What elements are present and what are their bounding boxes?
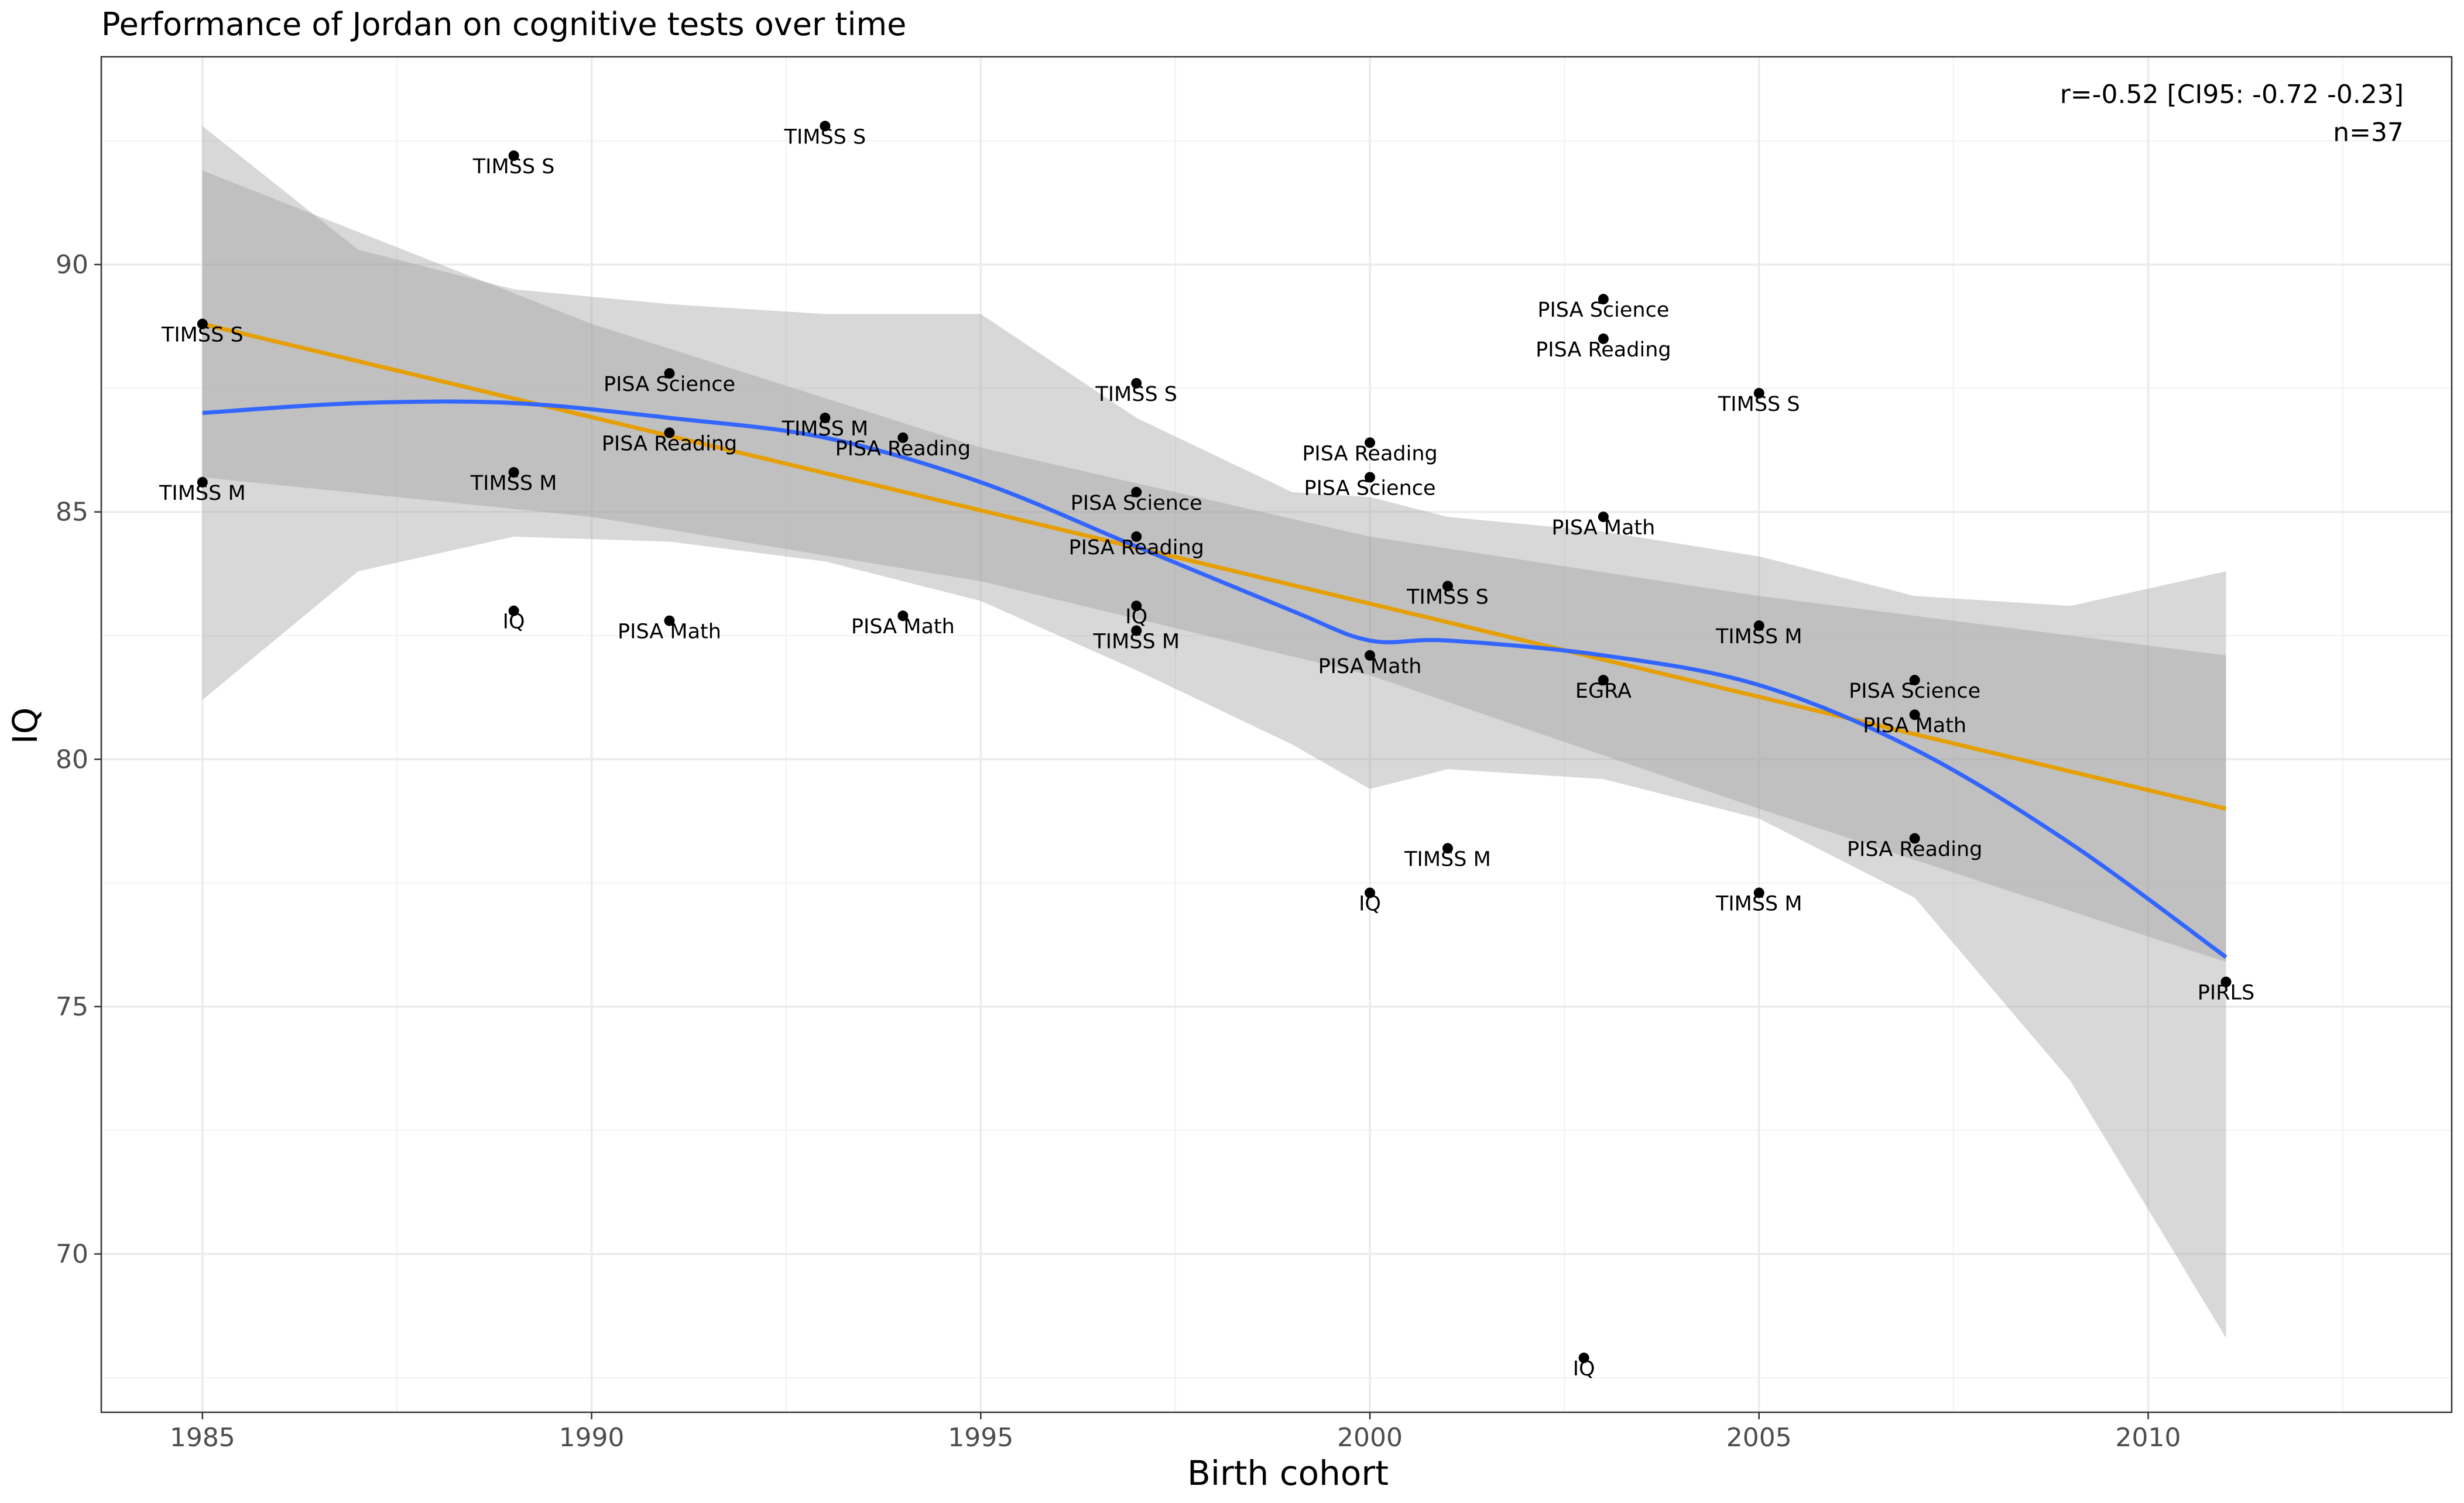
panel-background bbox=[101, 57, 2452, 1412]
data-point-label: PISA Science bbox=[1537, 298, 1669, 322]
data-point-label: PISA Math bbox=[1863, 714, 1966, 737]
correlation-annotation: r=-0.52 [CI95: -0.72 -0.23] bbox=[2060, 80, 2404, 109]
panel-border bbox=[100, 56, 2453, 1413]
data-point bbox=[1365, 472, 1376, 483]
y-tick-label: 70 bbox=[56, 1240, 88, 1269]
data-point bbox=[197, 476, 208, 488]
y-tick-label: 90 bbox=[56, 250, 88, 280]
major-grid bbox=[101, 57, 2452, 1412]
data-point-label: PISA Science bbox=[604, 373, 735, 396]
data-point bbox=[1598, 675, 1609, 686]
data-point-label: PISA Science bbox=[1304, 476, 1436, 500]
data-point bbox=[1578, 1353, 1589, 1364]
y-tick-label: 75 bbox=[56, 992, 88, 1022]
data-point-label: PISA Reading bbox=[1068, 536, 1204, 560]
y-axis: 70 75 80 85 90 bbox=[56, 250, 101, 1269]
x-tick-label: 2000 bbox=[1337, 1423, 1403, 1453]
data-points bbox=[197, 121, 2232, 1364]
data-point bbox=[1365, 650, 1376, 661]
data-point-label: TIMSS S bbox=[1718, 393, 1800, 416]
data-point-label: TIMSS S bbox=[784, 125, 866, 149]
data-point bbox=[664, 427, 675, 438]
data-point-label: PIRLS bbox=[2198, 982, 2254, 1005]
data-point bbox=[1442, 581, 1453, 592]
data-point bbox=[1131, 625, 1142, 636]
data-point bbox=[897, 610, 909, 622]
data-point-label: TIMSS S bbox=[1406, 585, 1489, 609]
data-point-label: TIMSS M bbox=[782, 417, 869, 441]
data-point-label: TIMSS M bbox=[1092, 630, 1180, 653]
sample-size-annotation: n=37 bbox=[2333, 118, 2404, 147]
data-point bbox=[1131, 486, 1142, 497]
data-point-label: EGRA bbox=[1575, 680, 1632, 703]
data-point-label: PISA Reading bbox=[1302, 442, 1437, 465]
data-point-label: PISA Reading bbox=[1536, 338, 1671, 362]
fit-lines bbox=[202, 322, 2227, 959]
data-point-label: TIMSS M bbox=[1715, 892, 1802, 915]
x-tick-label: 1995 bbox=[948, 1423, 1013, 1453]
y-tick-label: 80 bbox=[56, 744, 88, 774]
chart-title: Performance of Jordan on cognitive tests… bbox=[101, 6, 906, 43]
data-point-label: TIMSS M bbox=[1715, 625, 1802, 648]
data-point-label: TIMSS S bbox=[161, 323, 244, 346]
x-tick-label: 1985 bbox=[170, 1423, 235, 1453]
data-point bbox=[1753, 387, 1764, 399]
data-point-label: PISA Science bbox=[1071, 492, 1202, 515]
data-point bbox=[1365, 887, 1376, 898]
data-point bbox=[1753, 620, 1764, 632]
data-point bbox=[2220, 976, 2232, 987]
data-point bbox=[1442, 843, 1453, 854]
data-point-label: TIMSS M bbox=[1404, 847, 1491, 871]
data-point bbox=[1131, 531, 1142, 542]
data-point-label: TIMSS S bbox=[1095, 383, 1177, 406]
data-point bbox=[820, 121, 831, 132]
data-point bbox=[1909, 675, 1920, 686]
x-axis-title: Birth cohort bbox=[1187, 1453, 1389, 1493]
x-axis: 1985 1990 1995 2000 2005 2010 bbox=[170, 1412, 2181, 1453]
y-tick-label: 85 bbox=[56, 497, 88, 527]
data-point bbox=[897, 432, 909, 443]
data-point-label: IQ bbox=[1359, 892, 1381, 915]
data-point bbox=[1753, 887, 1764, 898]
loess-confidence-band bbox=[202, 126, 2226, 1339]
data-point-label: PISA Reading bbox=[835, 437, 971, 461]
data-point bbox=[1598, 333, 1609, 344]
data-point bbox=[664, 368, 675, 379]
loess-fit-line bbox=[202, 399, 2227, 959]
data-point bbox=[1598, 294, 1609, 305]
data-point-label: PISA Reading bbox=[1847, 838, 1982, 862]
data-point-label: IQ bbox=[503, 610, 525, 634]
data-point-label: TIMSS M bbox=[159, 482, 246, 505]
data-point bbox=[1909, 709, 1920, 720]
data-point bbox=[508, 150, 519, 162]
data-point-label: PISA Math bbox=[1551, 516, 1655, 540]
x-tick-label: 2005 bbox=[1726, 1423, 1792, 1453]
data-point-label: PISA Math bbox=[851, 615, 955, 639]
data-point-label: TIMSS M bbox=[470, 472, 557, 495]
data-point bbox=[1909, 833, 1920, 844]
data-point-label: PISA Reading bbox=[602, 432, 737, 455]
data-point bbox=[1131, 600, 1142, 612]
data-point-label: PISA Science bbox=[1849, 680, 1980, 703]
data-point-label: IQ bbox=[1573, 1357, 1595, 1381]
data-point-label: TIMSS S bbox=[472, 155, 555, 179]
data-point-label: IQ bbox=[1125, 605, 1147, 629]
data-point bbox=[1365, 437, 1376, 448]
data-point bbox=[508, 605, 519, 616]
y-axis-title: IQ bbox=[5, 708, 45, 744]
data-point bbox=[197, 318, 208, 330]
data-point bbox=[1131, 378, 1142, 389]
data-point-label: PISA Math bbox=[618, 620, 721, 644]
data-point bbox=[508, 467, 519, 478]
x-tick-label: 2010 bbox=[2116, 1423, 2181, 1453]
data-point bbox=[820, 413, 831, 424]
data-point bbox=[664, 615, 675, 626]
x-tick-label: 1990 bbox=[559, 1423, 625, 1453]
data-point bbox=[1598, 512, 1609, 523]
data-point-label: PISA Math bbox=[1318, 655, 1422, 678]
minor-grid bbox=[101, 57, 2452, 1412]
